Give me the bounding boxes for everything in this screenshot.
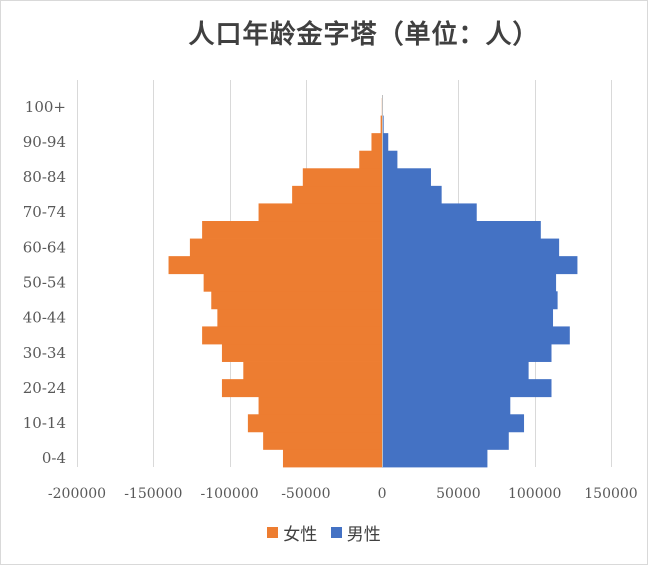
bar-female-30-34 [221, 344, 383, 362]
legend-swatch-female [267, 527, 279, 538]
x-tick-label-5: 50000 [436, 486, 481, 502]
y-tick-label-1: 10-14 [23, 414, 66, 432]
bar-female-35-39 [202, 326, 383, 345]
bar-male-75-79 [382, 185, 442, 204]
legend-swatch-male [330, 527, 342, 538]
y-tick-label-10: 100+ [25, 98, 66, 116]
y-tick-label-7: 70-74 [23, 203, 66, 221]
legend: 女性 男性 [0, 520, 648, 545]
bar-female-60-64 [189, 238, 383, 257]
bar-female-90-94 [371, 133, 383, 152]
x-tick-label-0: -200000 [48, 486, 106, 502]
bar-female-50-54 [203, 273, 383, 292]
x-tick-label-3: -50000 [281, 486, 330, 502]
x-tick-label-6: 100000 [508, 486, 561, 502]
y-tick-label-6: 60-64 [23, 238, 66, 256]
bar-male-85-89 [382, 150, 398, 169]
bar-male-45-49 [382, 291, 558, 310]
bar-female-5-9 [263, 431, 383, 450]
bar-male-40-44 [382, 308, 554, 327]
y-tick-label-8: 80-84 [23, 168, 66, 186]
bar-male-5-9 [382, 431, 509, 450]
bar-female-45-49 [211, 291, 383, 310]
bar-female-70-74 [258, 203, 383, 222]
bar-male-0-4 [382, 449, 488, 468]
bar-female-85-89 [359, 150, 383, 169]
legend-item-female: 女性 [267, 520, 317, 545]
bar-male-15-19 [382, 396, 511, 415]
bar-female-95-99 [380, 115, 383, 134]
x-tick-label-2: -100000 [200, 486, 258, 502]
bar-male-70-74 [382, 203, 477, 222]
y-tick-label-2: 20-24 [23, 379, 66, 397]
bar-male-80-84 [382, 168, 431, 187]
legend-label-male: 男性 [346, 525, 381, 545]
x-tick-label-4: 0 [378, 486, 387, 502]
bar-female-25-29 [243, 361, 383, 380]
bar-female-0-4 [282, 449, 383, 468]
bar-male-90-94 [382, 133, 389, 152]
chart-title: 人口年龄金字塔（单位：人） [188, 20, 540, 50]
legend-label-female: 女性 [283, 525, 318, 545]
bar-male-60-64 [382, 238, 560, 257]
x-tick-label-1: -150000 [124, 486, 182, 502]
bar-female-75-79 [292, 185, 383, 204]
bar-female-40-44 [217, 308, 383, 327]
bar-female-15-19 [258, 396, 383, 415]
y-tick-label-4: 40-44 [23, 309, 66, 327]
bar-male-10-14 [382, 414, 525, 433]
bar-female-20-24 [221, 379, 383, 398]
y-tick-label-3: 30-34 [23, 344, 66, 362]
y-tick-label-0: 0-4 [42, 449, 66, 467]
bar-male-20-24 [382, 379, 552, 398]
legend-item-male: 男性 [330, 520, 381, 545]
bar-male-55-59 [382, 256, 578, 275]
bar-female-65-69 [202, 221, 383, 239]
bar-male-30-34 [382, 344, 552, 362]
bar-male-35-39 [382, 326, 570, 345]
bar-male-25-29 [382, 361, 529, 380]
bar-male-50-54 [382, 273, 557, 292]
bar-female-80-84 [302, 168, 383, 187]
bar-male-65-69 [382, 221, 541, 239]
bar-female-55-59 [168, 256, 383, 275]
bar-female-10-14 [247, 414, 383, 433]
x-tick-label-7: 150000 [584, 486, 637, 502]
y-tick-label-9: 90-94 [23, 133, 66, 151]
y-tick-label-5: 50-54 [23, 274, 66, 292]
